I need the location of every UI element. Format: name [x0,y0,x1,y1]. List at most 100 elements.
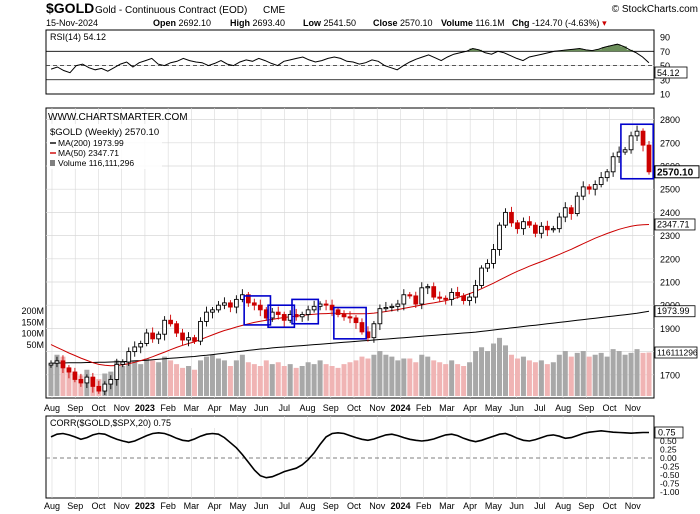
candle [192,334,197,344]
candle [156,331,161,344]
candle-body [598,177,604,186]
candle-body [120,361,126,365]
volume-bar [203,356,209,396]
candle [72,367,78,383]
x-tick-label: Oct [91,403,106,413]
candle [473,279,478,304]
ma50-last-label: 2347.71 [657,219,690,229]
volume-bar [335,367,341,396]
candle [245,291,251,307]
volume-bar [407,358,413,396]
candle-body [407,294,413,297]
svg-text:Volume 116.1M: Volume 116.1M [441,18,505,28]
x-tick-label: 2023 [135,403,155,413]
candle [120,359,126,368]
candle [527,216,532,228]
volume-bar [233,360,239,396]
candle [592,180,598,196]
candle [437,291,443,303]
volume-bar [586,356,592,396]
volume-bar [514,358,520,396]
candle [401,289,407,311]
stockcharts-watermark: © StockCharts.com [612,4,698,15]
x-tick-label: Feb [160,501,176,511]
candle-body [449,291,455,300]
volume-bar [275,362,281,396]
candle-body [455,291,461,297]
candle-body [497,224,502,250]
candle-body [54,360,60,364]
x-tick-label: Jun [254,501,269,511]
volume-bar [317,360,323,396]
highlight-box [620,123,654,180]
x-tick-label: May [229,501,247,511]
rsi-legend: RSI(14) 54.12 [50,32,106,42]
candle [234,295,239,314]
x-tick-label: Nov [369,403,386,413]
price-tick-label: 2500 [660,185,680,195]
candle [521,217,526,235]
volume-bar [209,354,215,396]
volume-bar [293,367,299,396]
candle [90,372,96,393]
candle [144,328,150,347]
candle [598,172,604,188]
chart-exchange: CME [263,5,286,16]
candle-body [574,195,580,215]
candle [96,380,102,394]
candle-body [60,360,66,369]
svg-text:Close 2570.10: Close 2570.10 [373,18,433,28]
volume-bar [556,354,562,396]
highlight-box [333,306,367,340]
x-tick-label: Jul [534,403,546,413]
x-tick-label: Aug [555,501,571,511]
volume-bar [532,362,538,396]
candle-body [485,262,490,269]
rsi-legend-bg [48,31,143,42]
volume-bar [604,356,610,396]
candle [467,292,472,306]
candle [66,365,72,379]
candle [114,358,120,386]
candle-body [96,385,102,392]
candle-body [156,333,161,340]
highlight-boxes [243,123,654,340]
candle [222,297,227,310]
candle-body [234,298,239,308]
candle-body [162,319,167,335]
candle-body [186,337,191,341]
x-tick-label: May [485,403,503,413]
volume-bar [479,347,485,396]
svg-text:Open 2692.10: Open 2692.10 [153,18,211,28]
candle-body [425,286,431,289]
volume-bar [640,352,646,396]
chartsmarter-link[interactable]: WWW.CHARTSMARTER.COM [48,112,188,123]
candle [580,181,586,201]
corr-tick-label: -0.25 [660,462,680,472]
volume-tick-label: 50M [26,340,44,350]
rsi-tick-label: 90 [660,33,670,43]
x-tick-label: Sep [323,501,339,511]
candle [371,320,377,343]
x-tick-label: Nov [625,501,642,511]
chart-name: Gold - Continuous Contract (EOD) [95,5,247,16]
candle [54,356,60,368]
rsi-value-tag: 54.12 [654,66,688,79]
volume-bar [48,364,54,396]
candle-body [335,309,341,315]
svg-text:High 2693.40: High 2693.40 [230,18,285,28]
candle [389,303,395,312]
volume-bar [359,356,365,396]
price-last-label: 2570.10 [657,167,694,178]
chg-down-icon: ▾ [602,18,607,28]
volume-bar [365,358,371,396]
volume-bar [299,366,305,396]
volume-tick-label: 100M [21,329,44,339]
candle [425,283,431,295]
rsi-tick-label: 30 [660,75,670,85]
candle [509,206,514,227]
candle [126,347,132,366]
candle-body [210,309,215,313]
candle-body [443,297,449,300]
